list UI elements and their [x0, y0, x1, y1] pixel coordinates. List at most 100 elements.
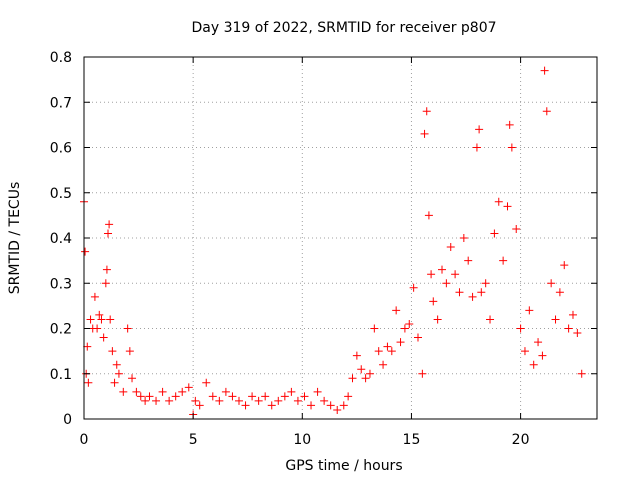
data-point: [520, 347, 529, 356]
data-point: [392, 306, 401, 315]
data-point: [534, 338, 543, 347]
data-point: [95, 310, 104, 319]
data-point: [505, 120, 514, 129]
data-point: [365, 369, 374, 378]
grid-lines: [83, 56, 597, 420]
data-point: [165, 396, 174, 405]
data-point: [418, 369, 427, 378]
data-point: [540, 66, 549, 75]
data-point: [405, 319, 414, 328]
y-tick-label: 0.3: [50, 276, 72, 292]
y-tick-label: 0.7: [50, 95, 72, 111]
data-point: [110, 378, 119, 387]
data-point: [387, 347, 396, 356]
data-point: [420, 129, 429, 138]
data-point: [383, 342, 392, 351]
data-point: [261, 392, 270, 401]
data-point: [184, 383, 193, 392]
y-axis-title: SRMTID / TECUs: [7, 182, 23, 295]
data-point: [564, 324, 573, 333]
data-point: [86, 315, 95, 324]
data-point: [108, 347, 117, 356]
data-point: [280, 392, 289, 401]
data-point: [84, 378, 93, 387]
data-point: [396, 338, 405, 347]
data-point: [105, 220, 114, 229]
data-point: [542, 107, 551, 116]
data-point: [477, 288, 486, 297]
data-point: [228, 392, 237, 401]
data-point: [348, 374, 357, 383]
data-point: [560, 261, 569, 270]
x-axis-title: GPS time / hours: [285, 458, 402, 474]
data-point: [81, 247, 90, 256]
data-point: [326, 401, 335, 410]
data-point: [525, 306, 534, 315]
data-point: [83, 342, 92, 351]
data-point: [320, 396, 329, 405]
data-point: [400, 324, 409, 333]
data-point: [254, 396, 263, 405]
data-point: [171, 392, 180, 401]
data-point: [516, 324, 525, 333]
data-point: [551, 315, 560, 324]
data-point: [429, 297, 438, 306]
data-point: [141, 396, 150, 405]
data-point: [438, 265, 447, 274]
data-point: [344, 392, 353, 401]
data-point: [455, 288, 464, 297]
data-point: [234, 396, 243, 405]
y-tick-label: 0.5: [50, 186, 72, 202]
chart-title: Day 319 of 2022, SRMTID for receiver p80…: [191, 20, 496, 36]
data-point: [293, 396, 302, 405]
data-point: [446, 243, 455, 252]
data-point: [459, 234, 468, 242]
data-point: [472, 143, 481, 152]
data-point: [339, 401, 348, 410]
data-point: [90, 292, 99, 301]
data-point: [221, 387, 230, 396]
data-point: [274, 396, 283, 405]
data-point: [538, 351, 547, 360]
data-point: [267, 401, 276, 410]
y-tick-label: 0.2: [50, 322, 72, 338]
y-tick-label: 0.4: [50, 231, 72, 247]
data-point: [357, 365, 366, 374]
data-point: [97, 315, 106, 324]
data-point: [475, 125, 484, 134]
data-point: [195, 401, 204, 410]
data-point: [123, 324, 132, 333]
axis-ticks: 0 5 10 15 20 0 0.1 0.2 0.3 0.4 0.5 0.6 0.7 0.8: [50, 50, 597, 448]
data-point: [208, 392, 217, 401]
data-point: [191, 396, 200, 405]
data-point: [547, 279, 556, 288]
data-point: [132, 387, 141, 396]
data-point: [114, 369, 123, 378]
x-tick-label: 5: [189, 432, 198, 448]
data-point: [119, 387, 128, 396]
data-point: [433, 315, 442, 324]
data-point: [503, 202, 512, 211]
data-point: [464, 256, 473, 265]
y-tick-label: 0.8: [50, 50, 72, 66]
data-point: [413, 333, 422, 342]
data-point: [481, 279, 490, 288]
data-point: [442, 279, 451, 288]
data-point: [577, 369, 586, 378]
data-point: [370, 324, 379, 333]
data-point: [313, 387, 322, 396]
data-point: [104, 229, 113, 238]
data-point: [424, 211, 433, 220]
data-point: [352, 351, 361, 360]
data-point: [379, 360, 388, 369]
data-point: [101, 279, 110, 288]
data-point: [248, 392, 257, 401]
x-tick-label: 0: [80, 432, 89, 448]
y-tick-label: 0.1: [50, 367, 72, 383]
data-point: [128, 374, 137, 383]
x-tick-label: 15: [403, 432, 421, 448]
data-point: [102, 265, 111, 274]
data-point: [427, 270, 436, 279]
data-point: [499, 256, 508, 265]
